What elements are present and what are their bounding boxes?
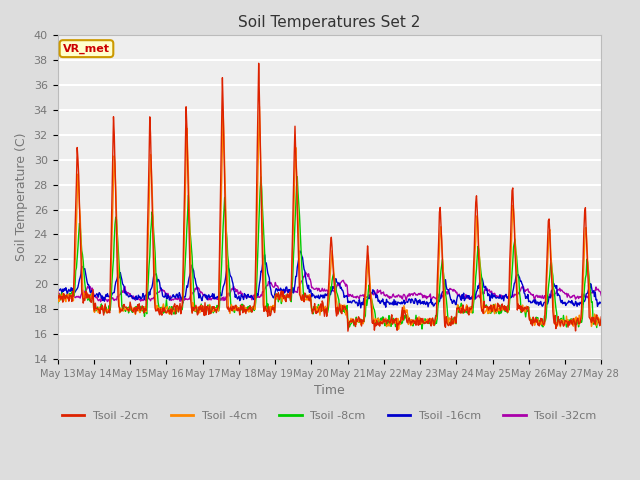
Legend: Tsoil -2cm, Tsoil -4cm, Tsoil -8cm, Tsoil -16cm, Tsoil -32cm: Tsoil -2cm, Tsoil -4cm, Tsoil -8cm, Tsoi…: [58, 407, 601, 425]
Text: VR_met: VR_met: [63, 44, 110, 54]
X-axis label: Time: Time: [314, 384, 345, 397]
Y-axis label: Soil Temperature (C): Soil Temperature (C): [15, 133, 28, 262]
Title: Soil Temperatures Set 2: Soil Temperatures Set 2: [238, 15, 420, 30]
